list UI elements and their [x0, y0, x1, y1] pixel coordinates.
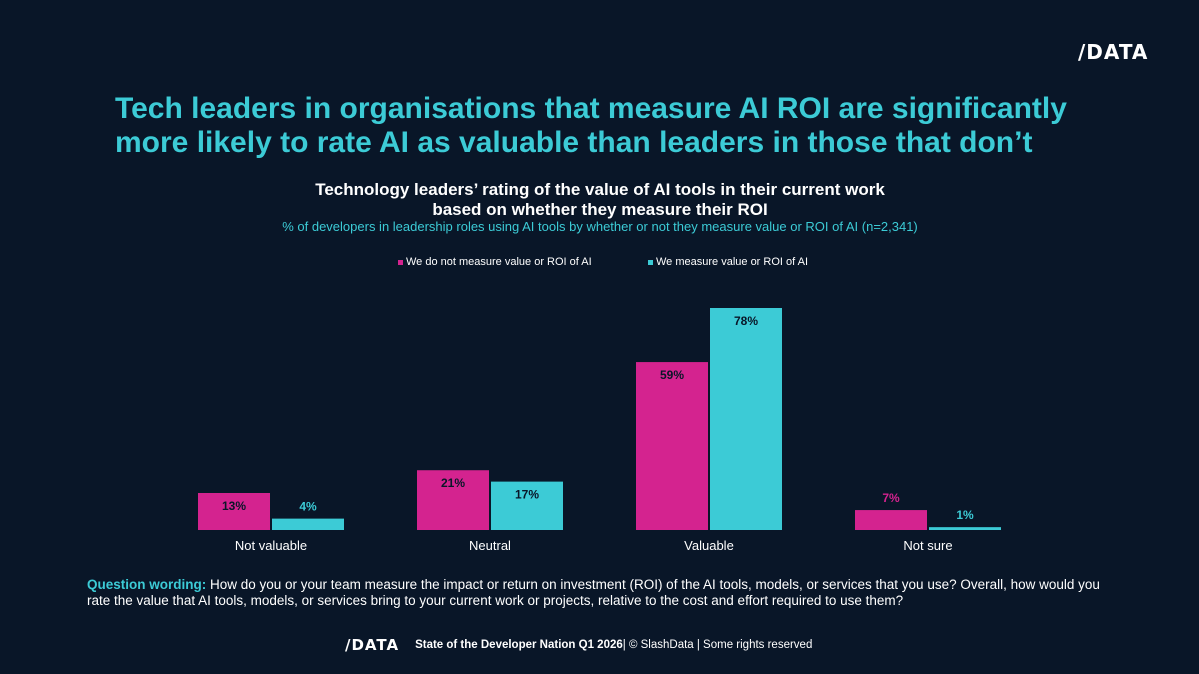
footer: /DATA State of the Developer Nation Q1 2… — [345, 635, 812, 655]
data-label-not-valuable-series-1: 13% — [222, 499, 246, 513]
bar-valuable-series-1 — [636, 362, 708, 530]
bar-neutral-series-2 — [491, 481, 563, 530]
legend-label-series-1: We do not measure value or ROI of AI — [406, 256, 592, 268]
category-label-not-sure: Not sure — [903, 538, 952, 553]
data-label-neutral-series-2: 17% — [515, 488, 539, 502]
bar-not-valuable-series-2 — [272, 518, 344, 530]
category-label-valuable: Valuable — [684, 538, 734, 553]
data-label-valuable-series-1: 59% — [660, 368, 684, 382]
headline: Tech leaders in organisations that measu… — [115, 92, 1067, 159]
bar-not-sure-series-1 — [855, 510, 927, 530]
chart-title-line-1: Technology leaders’ rating of the value … — [315, 180, 885, 199]
legend-label-series-2: We measure value or ROI of AI — [656, 256, 809, 268]
category-label-neutral: Neutral — [469, 538, 511, 553]
footer-rights: | © SlashData | Some rights reserved — [622, 639, 813, 651]
chart-legend: We do not measure value or ROI of AI We … — [0, 256, 1199, 272]
data-label-not-valuable-series-2: 4% — [299, 500, 317, 514]
data-label-not-sure-series-2: 1% — [956, 508, 974, 522]
question-wording-footnote: Question wording: How do you or your tea… — [87, 577, 1117, 609]
legend-swatch-series-1 — [398, 259, 403, 265]
bar-neutral-series-1 — [417, 470, 489, 530]
legend-item-series-2: We measure value or ROI of AI — [648, 256, 808, 268]
legend-swatch-series-2 — [648, 259, 653, 265]
legend-item-series-1: We do not measure value or ROI of AI — [398, 256, 592, 268]
bar-valuable-series-2 — [710, 308, 782, 530]
bar-not-sure-series-2 — [929, 527, 1001, 530]
chart-title-line-2: based on whether they measure their ROI — [432, 200, 768, 219]
slashdata-logo: /DATA — [1078, 40, 1149, 64]
chart-title: Technology leaders’ rating of the value … — [200, 180, 1000, 220]
data-label-valuable-series-2: 78% — [734, 314, 758, 328]
data-label-neutral-series-1: 21% — [441, 476, 465, 490]
footer-report-title: State of the Developer Nation Q1 2026 — [415, 639, 623, 651]
bar-not-valuable-series-1 — [198, 493, 270, 530]
footer-logo: /DATA — [345, 636, 400, 654]
footnote-label: Question wording: — [87, 577, 207, 592]
chart-subtitle: % of developers in leadership roles usin… — [282, 219, 918, 234]
category-label-not-valuable: Not valuable — [235, 538, 307, 553]
footnote-text: How do you or your team measure the impa… — [87, 577, 1100, 608]
data-label-not-sure-series-1: 7% — [882, 491, 900, 505]
